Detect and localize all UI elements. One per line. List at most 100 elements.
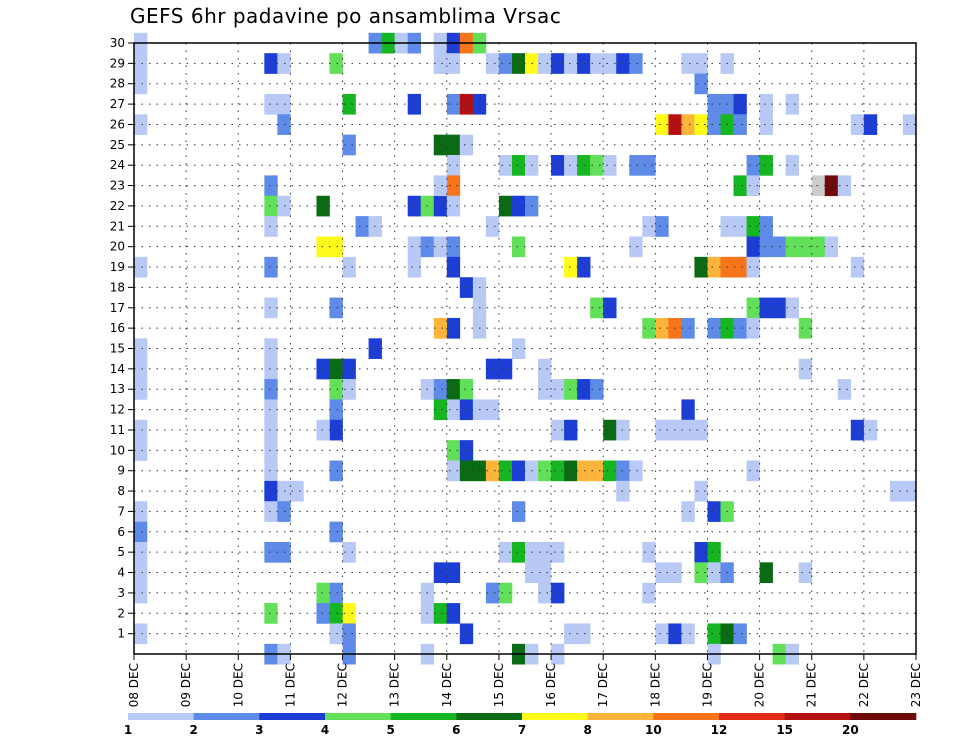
heatmap-cell <box>629 236 643 258</box>
heatmap-cell <box>564 460 578 482</box>
heatmap-cell <box>485 582 500 604</box>
heatmap-cell <box>733 623 747 645</box>
heatmap-cell <box>342 358 356 380</box>
legend-swatch <box>128 713 194 720</box>
heatmap-cell <box>433 317 448 339</box>
heatmap-cell <box>538 562 552 584</box>
heatmap-cell <box>538 541 552 563</box>
heatmap-cell <box>798 358 813 380</box>
legend-label: 4 <box>321 723 329 737</box>
heatmap-cell <box>603 155 617 176</box>
heatmap-cell <box>498 358 513 380</box>
heatmap-cell <box>498 155 513 176</box>
heatmap-cell <box>577 53 591 74</box>
heatmap-cell <box>577 256 591 278</box>
heatmap-cell <box>655 562 669 584</box>
heatmap-cell <box>446 256 461 278</box>
heatmap-cell <box>459 379 474 400</box>
heatmap-cell <box>694 419 708 441</box>
heatmap-cell <box>485 460 500 482</box>
heatmap-cell <box>316 582 330 604</box>
heatmap-cell <box>264 379 278 400</box>
heatmap-cell <box>433 195 448 217</box>
heatmap-cell <box>264 93 278 115</box>
x-tick-label: 17 DEC <box>596 663 610 707</box>
heatmap-cell <box>264 541 278 563</box>
heatmap-cell <box>694 562 708 584</box>
heatmap-cell <box>433 603 448 624</box>
heatmap-cell <box>264 399 278 421</box>
y-tick-label: 28 <box>110 77 125 91</box>
heatmap-cell <box>511 338 526 359</box>
x-tick-label: 18 DEC <box>648 663 662 707</box>
legend-swatch <box>784 713 851 720</box>
heatmap-cell <box>407 236 422 258</box>
heatmap-cell <box>511 53 526 74</box>
heatmap-cell <box>498 541 513 563</box>
y-tick-label: 6 <box>117 525 125 539</box>
heatmap-cell <box>590 297 604 319</box>
heatmap-cell <box>759 297 773 319</box>
heatmap-cell <box>433 53 448 74</box>
heatmap-cell <box>746 297 760 319</box>
heatmap-cell <box>694 114 708 135</box>
heatmap-cell <box>707 562 721 584</box>
color-legend: 1 2 3 4 5 6 7 8 10 12 15 20 <box>124 713 917 737</box>
heatmap-cell <box>694 73 708 95</box>
heatmap-cell <box>134 521 148 543</box>
x-tick-label: 19 DEC <box>700 663 714 707</box>
heatmap-cell <box>433 399 448 421</box>
y-tick-label: 12 <box>110 403 125 417</box>
heatmap-cell <box>446 195 461 217</box>
legend-swatch <box>193 713 260 720</box>
heatmap-cell <box>707 93 721 115</box>
heatmap-cell <box>642 541 656 563</box>
heatmap-cell <box>655 317 669 339</box>
heatmap-cell <box>629 53 643 74</box>
heatmap-cell <box>433 379 448 400</box>
y-tick-label: 10 <box>110 443 125 457</box>
legend-label: 15 <box>776 723 793 737</box>
y-tick-label: 15 <box>110 342 125 356</box>
heatmap-cell <box>642 216 656 237</box>
heatmap-cell <box>733 216 747 237</box>
heatmap-cell <box>694 480 708 502</box>
heatmap-cell <box>642 582 656 604</box>
y-tick-label: 5 <box>117 545 125 559</box>
heatmap-cell <box>863 419 878 441</box>
heatmap-cell <box>551 53 565 74</box>
legend-swatch <box>522 713 588 720</box>
heatmap-cell <box>577 623 591 645</box>
y-tick-label: 11 <box>110 423 125 437</box>
heatmap-cell <box>342 256 356 278</box>
heatmap-cell <box>316 603 330 624</box>
y-tick-label: 13 <box>110 382 125 396</box>
heatmap-cell <box>850 114 865 135</box>
heatmap-cell <box>746 256 760 278</box>
heatmap-cell <box>316 236 330 258</box>
heatmap-cell <box>134 379 148 400</box>
heatmap-cell <box>264 440 278 461</box>
heatmap-cell <box>798 236 813 258</box>
heatmap-cell <box>694 256 708 278</box>
heatmap-cell <box>446 603 461 624</box>
y-tick-label: 17 <box>110 301 125 315</box>
heatmap-cell <box>837 175 852 197</box>
heatmap-cell <box>551 582 565 604</box>
heatmap-cell <box>459 134 474 156</box>
heatmap-cell <box>511 155 526 176</box>
heatmap-cell <box>316 358 330 380</box>
x-tick-label: 22 DEC <box>857 663 871 707</box>
heatmap-cell <box>798 317 813 339</box>
legend-label: 6 <box>452 723 460 737</box>
legend-label: 20 <box>842 723 859 737</box>
heatmap-cell <box>446 317 461 339</box>
heatmap-cell <box>329 460 343 482</box>
heatmap-cell <box>629 460 643 482</box>
heatmap-cell <box>342 93 356 115</box>
heatmap-cell <box>551 419 565 441</box>
heatmap-cell <box>342 134 356 156</box>
heatmap-cell <box>564 155 578 176</box>
heatmap-cell <box>329 521 343 543</box>
